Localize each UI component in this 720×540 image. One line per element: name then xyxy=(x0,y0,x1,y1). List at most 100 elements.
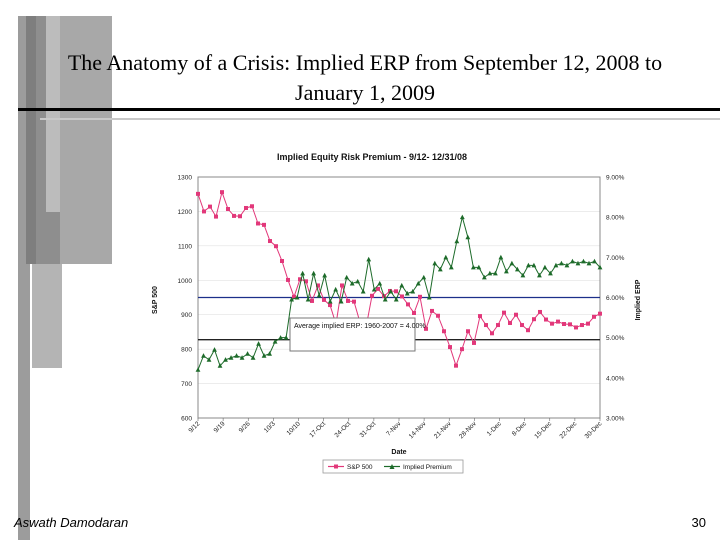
implied-premium-point xyxy=(393,296,399,302)
implied-premium-point xyxy=(421,274,427,280)
sp500-point xyxy=(202,209,206,214)
implied-premium-point xyxy=(581,258,586,264)
implied-premium-point xyxy=(322,272,328,278)
legend-implied-label: Implied Premium xyxy=(403,464,452,471)
sp500-point xyxy=(502,310,506,315)
implied-premium-point xyxy=(333,286,339,292)
sp500-point xyxy=(316,283,320,288)
implied-premium-point xyxy=(575,260,581,266)
y2-tick-label: 9.00% xyxy=(606,175,625,182)
implied-premium-point xyxy=(228,355,234,360)
sp500-point xyxy=(478,314,482,319)
implied-premium-point xyxy=(454,238,460,244)
implied-premium-point xyxy=(404,290,410,296)
y2-tick-label: 3.00% xyxy=(606,416,625,423)
sp500-point xyxy=(238,214,242,219)
implied-premium-point xyxy=(305,296,311,302)
sp500-point xyxy=(220,190,224,195)
sp500-point xyxy=(370,293,374,298)
implied-premium-point xyxy=(360,288,366,294)
implied-premium-point xyxy=(201,353,206,358)
chart-title: Implied Equity Risk Premium - 9/12- 12/3… xyxy=(277,152,467,162)
sp500-point xyxy=(556,319,560,324)
y-tick-label: 1000 xyxy=(178,278,193,285)
sp500-point xyxy=(520,323,524,328)
legend-sp500-label: S&P 500 xyxy=(347,464,373,471)
sp500-point xyxy=(484,323,488,328)
sp500-point xyxy=(580,323,584,328)
y-axis-ticks: 600 700 800 900 1000 1100 1200 1300 xyxy=(178,175,193,423)
implied-premium-point xyxy=(597,264,603,270)
title-shadow-line xyxy=(40,118,720,120)
implied-premium-point xyxy=(537,272,542,278)
sp500-point xyxy=(208,204,212,209)
implied-premium-point xyxy=(377,280,383,286)
implied-premium-point xyxy=(311,270,317,276)
implied-premium-point xyxy=(272,339,278,344)
implied-premium-point xyxy=(399,282,405,288)
implied-premium-point xyxy=(338,298,344,304)
sp500-point xyxy=(526,328,530,333)
sp500-point xyxy=(490,331,494,336)
implied-premium-point xyxy=(256,341,261,346)
sp500-point xyxy=(550,321,554,326)
sp500-point xyxy=(214,214,218,219)
implied-premium-point xyxy=(542,264,548,270)
implied-premium-point xyxy=(498,254,504,260)
implied-premium-point xyxy=(415,280,421,286)
implied-premium-point xyxy=(245,351,250,356)
implied-premium-point xyxy=(355,278,361,284)
implied-premium-point xyxy=(217,363,223,368)
page-number: 30 xyxy=(691,515,706,530)
sp500-point xyxy=(448,345,452,350)
sp500-point xyxy=(454,363,458,368)
sp500-point xyxy=(298,277,302,282)
chart-background xyxy=(140,140,660,485)
sp500-point xyxy=(400,294,404,299)
sp500-point xyxy=(268,239,272,244)
implied-premium-point xyxy=(459,214,465,220)
y2-tick-label: 6.00% xyxy=(606,295,625,302)
sp500-point xyxy=(430,308,434,313)
sp500-point xyxy=(310,298,314,303)
implied-premium-point xyxy=(426,294,432,300)
y2-tick-label: 5.00% xyxy=(606,335,625,342)
sp500-point xyxy=(262,222,266,227)
implied-premium-point xyxy=(564,262,570,268)
sp500-point xyxy=(376,286,380,291)
sp500-point xyxy=(442,329,446,334)
sp500-point xyxy=(406,302,410,307)
implied-premium-point xyxy=(212,347,217,352)
y-tick-label: 800 xyxy=(181,347,192,354)
sp500-point xyxy=(418,294,422,299)
implied-premium-point xyxy=(476,264,482,270)
sp500-point xyxy=(460,347,464,352)
sp500-point xyxy=(412,310,416,315)
implied-premium-point xyxy=(344,274,350,280)
decor-bar-6 xyxy=(32,264,62,368)
implied-premium-point xyxy=(548,270,553,276)
sp500-point xyxy=(328,303,332,308)
legend-sp500-marker xyxy=(334,464,338,469)
sp500-point xyxy=(286,277,290,282)
legend-implied-marker xyxy=(389,464,395,469)
implied-premium-point xyxy=(300,270,306,276)
decor-bar-5 xyxy=(60,16,112,264)
sp500-point xyxy=(466,329,470,334)
sp500-point xyxy=(226,207,230,212)
implied-premium-point xyxy=(250,355,256,360)
implied-premium-point xyxy=(443,254,449,260)
sp500-point xyxy=(292,294,296,299)
sp500-point xyxy=(340,283,344,288)
footer-author: Aswath Damodaran xyxy=(14,515,129,530)
implied-premium-point xyxy=(382,296,388,302)
implied-premium-point xyxy=(553,262,559,268)
sp500-point xyxy=(322,297,326,302)
y-tick-label: 600 xyxy=(181,416,192,423)
implied-premium-point xyxy=(531,262,537,268)
implied-premium-point xyxy=(465,234,471,240)
y-tick-label: 1200 xyxy=(178,209,193,216)
implied-premium-point xyxy=(437,266,443,272)
implied-premium-point xyxy=(388,288,394,294)
sp500-point xyxy=(586,321,590,326)
